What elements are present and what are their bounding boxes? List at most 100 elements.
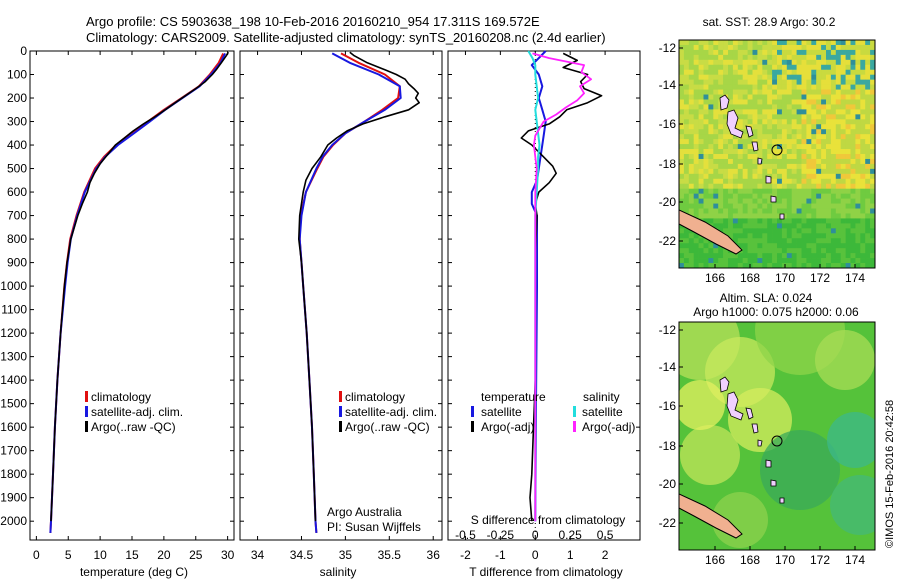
legend-title-temperature: temperature: [481, 390, 546, 404]
lat-tick-label: -22: [659, 234, 677, 248]
plot-frame: [447, 50, 641, 541]
lon-tick-label: 174: [845, 271, 865, 285]
y-tick-label: 1600: [0, 420, 27, 434]
lon-tick-label: 170: [775, 553, 795, 567]
sla-map-title-2: Argo h1000: 0.075 h2000: 0.06: [693, 305, 859, 319]
sla-field-blobs: [679, 322, 875, 548]
y-tick-label: 1900: [0, 491, 27, 505]
y-tick-label: 1300: [0, 350, 27, 364]
sst-map-axes: -12 -14 -16 -18 -20 -22 166 168 170 172 174: [659, 41, 866, 285]
s-tick-label: 0.25: [559, 528, 583, 542]
sla-map: Altim. SLA: 0.024 Argo h1000: 0.075 h200…: [659, 291, 876, 567]
legend-label-satellite: satellite-adj. clim.: [91, 405, 183, 419]
y-tick-label: 400: [7, 138, 27, 152]
y-tick-label: 1400: [0, 373, 27, 387]
lat-tick-label: -16: [659, 117, 677, 131]
legend-label-s-satellite: satellite: [582, 405, 623, 419]
legend-label-argo: Argo(..raw -QC): [91, 420, 176, 434]
legend-mark-t-satellite: [471, 406, 474, 417]
difference-xlabel-top: S difference from climatology: [471, 513, 626, 527]
x-tick-label: 2: [602, 548, 609, 562]
x-tick-label: 34.5: [290, 548, 314, 562]
salinity-panel: 34 34.5 35 35.5 36: [239, 50, 443, 562]
salinity-xlabel: salinity: [320, 565, 357, 579]
y-tick-label: 700: [7, 209, 27, 223]
y-tick-label: 600: [7, 185, 27, 199]
x-tick-label: 35.5: [378, 548, 402, 562]
lat-tick-label: -22: [659, 516, 677, 530]
x-tick-label: 10: [93, 548, 107, 562]
sla-map-axes: -12 -14 -16 -18 -20 -22 166 168 170 172 174: [659, 323, 866, 567]
y-tick-label: 300: [7, 115, 27, 129]
x-tick-label: 5: [65, 548, 72, 562]
legend-label-satellite: satellite-adj. clim.: [345, 405, 437, 419]
island-new-caledonia: [679, 209, 743, 255]
y-tick-label: 1500: [0, 397, 27, 411]
lon-tick-label: 168: [740, 271, 760, 285]
legend-mark-climatology: [85, 391, 88, 402]
x-tick-label: 0: [532, 548, 539, 562]
difference-legend-temperature: temperature satellite Argo(-adj): [471, 390, 546, 434]
y-tick-label: 800: [7, 232, 27, 246]
x-tick-label: 36: [427, 548, 441, 562]
s-tick-label: -0.25: [487, 528, 515, 542]
y-tick-label: 1700: [0, 444, 27, 458]
plot-frame: [29, 50, 235, 541]
s-tick-label: 0.5: [597, 528, 614, 542]
x-tick-label: 30: [221, 548, 235, 562]
series-line-argo: [50, 51, 229, 522]
island-new-caledonia: [679, 493, 743, 539]
x-tick-label: 15: [125, 548, 139, 562]
temperature-legend: climatology satellite-adj. clim. Argo(..…: [85, 390, 183, 434]
lat-tick-label: -12: [659, 323, 677, 337]
legend-mark-satellite: [85, 406, 88, 417]
x-tick-label: 20: [157, 548, 171, 562]
legend-label-argo: Argo(..raw -QC): [345, 420, 430, 434]
y-tick-label: 500: [7, 162, 27, 176]
legend-mark-s-satellite: [573, 406, 576, 417]
lat-tick-label: -20: [659, 195, 677, 209]
series-line-t-argo: [520, 52, 603, 522]
legend-mark-argo: [85, 421, 88, 432]
s-tick-label: -0.5: [455, 528, 476, 542]
series-line-s-argo: [532, 52, 592, 522]
lat-tick-label: -20: [659, 477, 677, 491]
sst-map-title: sat. SST: 28.9 Argo: 30.2: [703, 15, 836, 29]
plot-frame: [239, 50, 443, 541]
lat-tick-label: -18: [659, 439, 677, 453]
vanuatu-islands: [719, 376, 785, 504]
x-tick-label: 35: [339, 548, 353, 562]
legend-label-climatology: climatology: [91, 390, 151, 404]
difference-xlabel: T difference from climatology: [469, 565, 623, 579]
series-line-argo: [297, 51, 421, 522]
lon-tick-label: 172: [810, 553, 830, 567]
legend-mark-t-argo: [471, 421, 474, 432]
y-tick-label: 2000: [0, 514, 27, 528]
legend-label-t-satellite: satellite: [481, 405, 522, 419]
imos-credit: ©IMOS 15-Feb-2016 20:42:58: [884, 400, 896, 548]
annotation-line-2: PI: Susan Wijffels: [327, 520, 421, 534]
y-tick-label: 1100: [1, 303, 27, 317]
vanuatu-islands: [719, 94, 785, 220]
sla-map-title-1: Altim. SLA: 0.024: [720, 291, 813, 305]
y-tick-label: 1800: [0, 467, 27, 481]
lat-tick-label: -14: [659, 78, 677, 92]
legend-mark-climatology: [339, 391, 342, 402]
salinity-legend: climatology satellite-adj. clim. Argo(..…: [339, 390, 437, 434]
annotation-line-1: Argo Australia: [327, 505, 402, 519]
lon-tick-label: 166: [705, 553, 725, 567]
y-tick-label: 1200: [0, 326, 27, 340]
legend-label-t-argo: Argo(-adj): [481, 420, 534, 434]
series-line-satellite: [49, 52, 227, 533]
y-tick-label: 1000: [0, 279, 27, 293]
lon-tick-label: 172: [810, 271, 830, 285]
lon-tick-label: 170: [775, 271, 795, 285]
legend-mark-satellite: [339, 406, 342, 417]
series-line-climatology: [298, 52, 401, 533]
legend-label-climatology: climatology: [345, 390, 405, 404]
temperature-xlabel: temperature (deg C): [80, 565, 188, 579]
x-tick-label: 0: [33, 548, 40, 562]
lon-tick-label: 168: [740, 553, 760, 567]
